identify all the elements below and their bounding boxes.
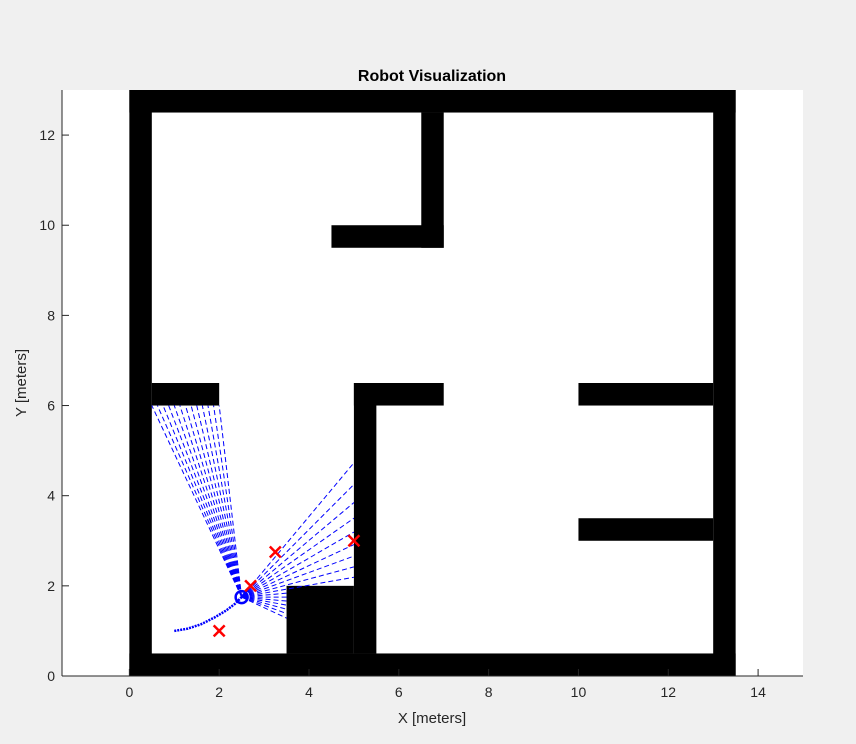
top-divider-horizontal bbox=[331, 225, 444, 248]
y-tick-label: 0 bbox=[47, 668, 55, 684]
lidar-ray bbox=[151, 405, 243, 598]
landmark-marker bbox=[268, 545, 282, 559]
top-divider-vertical bbox=[421, 112, 444, 248]
landmark-marker bbox=[347, 534, 361, 548]
outer-wall-top bbox=[129, 90, 736, 113]
x-tick-label: 0 bbox=[125, 684, 133, 700]
trajectory bbox=[174, 596, 243, 633]
lidar-ray bbox=[241, 502, 355, 598]
lidar-ray bbox=[201, 405, 243, 598]
lidar-ray bbox=[241, 484, 355, 598]
outer-wall-bottom bbox=[129, 653, 736, 676]
right-ledge-lower bbox=[578, 518, 714, 541]
x-axis-label: X [meters] bbox=[398, 710, 466, 727]
lidar-ray bbox=[207, 405, 243, 598]
x-tick-label: 10 bbox=[571, 684, 587, 700]
y-tick-label: 6 bbox=[47, 398, 55, 414]
y-tick-label: 12 bbox=[39, 127, 55, 143]
lidar-ray bbox=[241, 596, 287, 619]
landmark-marker bbox=[212, 624, 226, 638]
lidar-ray bbox=[179, 405, 243, 598]
lidar-ray bbox=[156, 405, 243, 598]
center-wall-vertical bbox=[353, 383, 377, 654]
x-tick-label: 2 bbox=[215, 684, 223, 700]
y-tick-label: 10 bbox=[39, 217, 55, 233]
x-tick-label: 8 bbox=[485, 684, 493, 700]
lidar-ray bbox=[173, 405, 243, 598]
right-ledge-upper bbox=[578, 383, 714, 406]
lidar-rays bbox=[151, 405, 355, 619]
outer-wall-left bbox=[129, 90, 152, 676]
y-tick-label: 8 bbox=[47, 307, 55, 323]
axis-ticks: 0 2 4 6 8 10 12 14 0 2 4 6 8 10 12 bbox=[39, 127, 766, 700]
lidar-ray bbox=[190, 405, 243, 598]
lidar-ray bbox=[241, 576, 354, 598]
landmark-marker bbox=[244, 579, 258, 593]
y-axis-label: Y [meters] bbox=[13, 349, 30, 417]
trajectory-line bbox=[174, 596, 243, 633]
lidar-ray bbox=[168, 405, 243, 598]
x-tick-label: 6 bbox=[395, 684, 403, 700]
lidar-ray bbox=[162, 405, 243, 598]
outer-wall-right bbox=[713, 90, 736, 676]
landmarks bbox=[212, 534, 361, 638]
lidar-ray bbox=[241, 462, 355, 598]
y-tick-label: 4 bbox=[47, 488, 55, 504]
bottom-block bbox=[286, 585, 354, 654]
lidar-ray bbox=[185, 405, 243, 598]
lidar-ray bbox=[213, 405, 243, 598]
y-tick-label: 2 bbox=[47, 578, 55, 594]
lidar-ray bbox=[241, 555, 355, 598]
lidar-ray bbox=[218, 405, 243, 598]
axes-frame bbox=[61, 90, 803, 677]
lidar-ray bbox=[241, 544, 355, 598]
left-room-ledge bbox=[151, 383, 220, 406]
lidar-ray bbox=[241, 566, 355, 598]
lidar-ray bbox=[241, 517, 355, 598]
lidar-ray bbox=[196, 405, 243, 598]
x-tick-label: 14 bbox=[750, 684, 766, 700]
x-tick-label: 4 bbox=[305, 684, 313, 700]
lidar-ray bbox=[241, 531, 355, 598]
occupancy-walls bbox=[129, 90, 736, 676]
x-tick-label: 12 bbox=[660, 684, 676, 700]
robot-body bbox=[234, 589, 249, 605]
chart-title: Robot Visualization bbox=[358, 68, 506, 85]
